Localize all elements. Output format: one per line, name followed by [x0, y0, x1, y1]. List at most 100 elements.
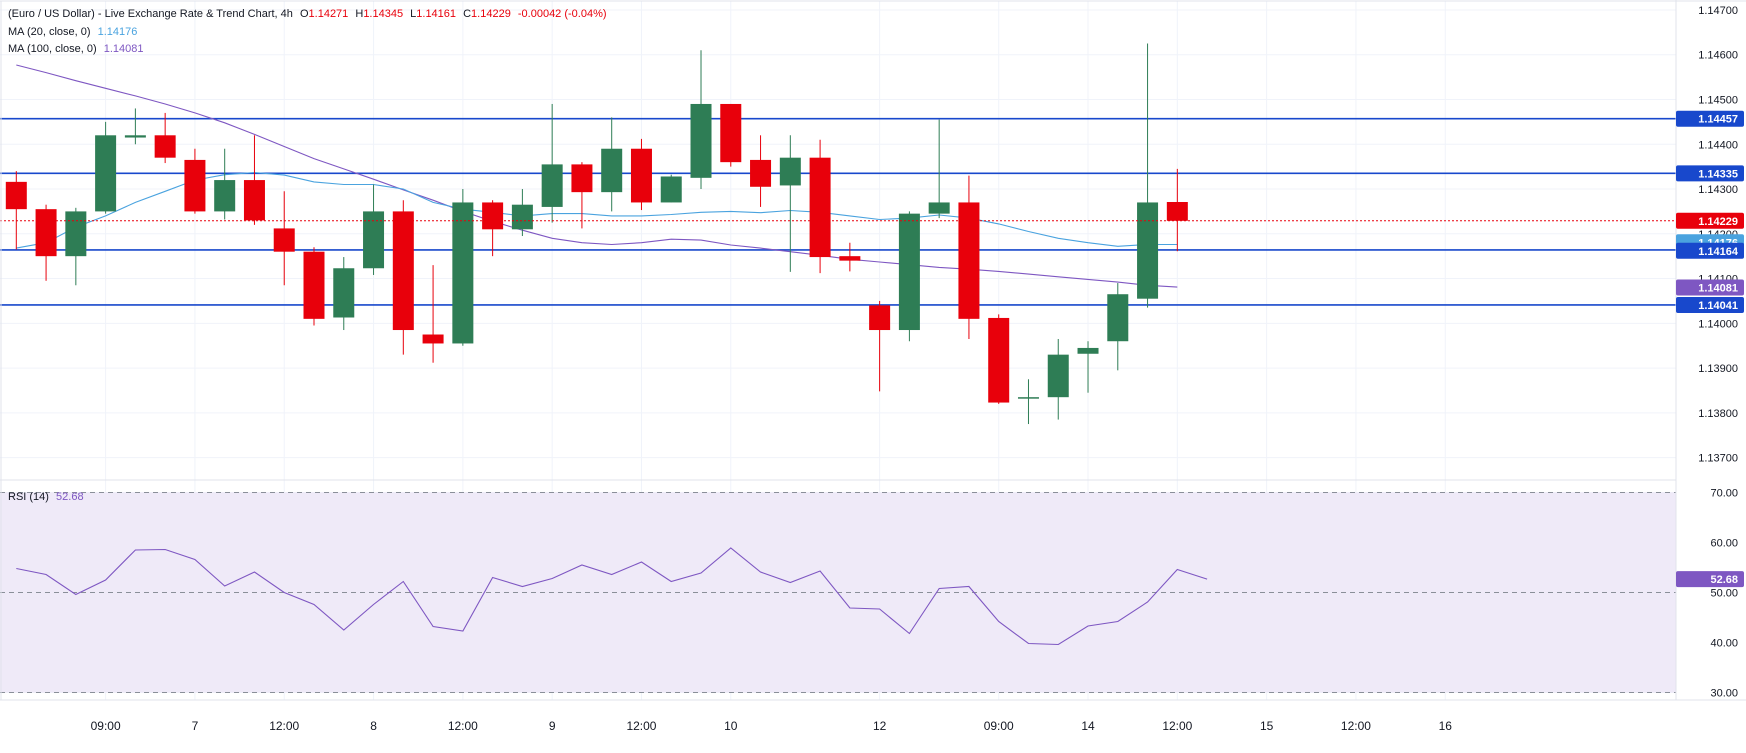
candle-body [898, 213, 920, 331]
price-tick-label: 1.14400 [1698, 139, 1738, 151]
candle-body [1107, 294, 1129, 342]
candle[interactable] [35, 204, 57, 281]
candle[interactable] [392, 200, 414, 355]
rsi-tick-label: 50.00 [1710, 588, 1738, 600]
candle[interactable] [243, 135, 265, 225]
level-tag-bg [1676, 242, 1744, 259]
candle-body [750, 159, 772, 187]
candle[interactable] [779, 135, 801, 272]
moving-averages [16, 64, 1178, 288]
price-tick-label: 1.14000 [1698, 318, 1738, 330]
price-tick-label: 1.14700 [1698, 5, 1738, 17]
time-tick-label: 09:00 [91, 719, 121, 733]
candle-body [630, 148, 652, 203]
candle-body [988, 317, 1010, 403]
candle-body [720, 103, 742, 163]
candle[interactable] [124, 108, 146, 145]
candle[interactable] [154, 112, 176, 164]
candle[interactable] [333, 257, 355, 331]
candle[interactable] [839, 242, 861, 272]
candle-body [1017, 397, 1039, 399]
candle-body [65, 211, 87, 257]
time-tick-label: 12 [873, 719, 887, 733]
candle[interactable] [273, 191, 295, 286]
time-tick-label: 09:00 [984, 719, 1014, 733]
time-tick-label: 12:00 [1162, 719, 1192, 733]
candle-body [839, 256, 861, 261]
candle[interactable] [363, 184, 385, 275]
candle[interactable] [690, 50, 712, 190]
symbol-legend[interactable]: (Euro / US Dollar) - Live Exchange Rate … [8, 8, 611, 20]
price-tick-label: 1.14300 [1698, 184, 1738, 196]
candle[interactable] [601, 117, 623, 212]
candle[interactable] [1166, 168, 1188, 252]
candle[interactable] [214, 148, 236, 220]
price-tick-label: 1.13700 [1698, 453, 1738, 465]
time-tick-label: 12:00 [448, 719, 478, 733]
candle-body [273, 228, 295, 252]
candle[interactable] [630, 138, 652, 211]
candle-body [95, 135, 117, 212]
rsi-legend[interactable]: RSI (14) 52.68 [8, 491, 88, 503]
candle-body [154, 135, 176, 158]
ma20-value: 1.14176 [97, 26, 138, 38]
candle[interactable] [541, 103, 563, 223]
candle[interactable] [958, 175, 980, 339]
time-tick-label: 12:00 [626, 719, 656, 733]
candle[interactable] [422, 265, 444, 363]
candle[interactable] [1017, 379, 1039, 425]
candle[interactable] [750, 135, 772, 207]
candle-body [958, 202, 980, 319]
level-tag: 1.14335 [1698, 168, 1738, 180]
level-tag-bg [1676, 165, 1744, 182]
candle[interactable] [1047, 338, 1069, 420]
candle[interactable] [65, 207, 87, 286]
ma20-legend[interactable]: MA (20, close, 0) 1.14176 [8, 26, 141, 38]
ma100-legend[interactable]: MA (100, close, 0) 1.14081 [8, 43, 147, 55]
candle[interactable] [1107, 283, 1129, 371]
candle[interactable] [1077, 341, 1099, 393]
candle-body [660, 176, 682, 203]
candle-body [35, 209, 57, 257]
rsi-axis[interactable]: 70.00 60.00 50.00 40.00 30.00 [1710, 488, 1738, 700]
candle-body [779, 157, 801, 186]
candle-body [363, 211, 385, 269]
candle[interactable] [95, 121, 117, 214]
candle[interactable] [809, 139, 831, 274]
close-value: C1.14229 [463, 8, 511, 20]
candle-body [690, 103, 712, 178]
candle[interactable] [720, 103, 742, 167]
time-tick-label: 15 [1260, 719, 1274, 733]
price-tags: 1.144571.143351.142291.141761.141641.140… [1676, 110, 1744, 588]
price-tick-label: 1.14500 [1698, 94, 1738, 106]
candle[interactable] [988, 314, 1010, 404]
candle[interactable] [184, 148, 206, 214]
candle[interactable] [928, 119, 950, 219]
candle-body [1047, 354, 1069, 398]
candles[interactable] [5, 43, 1188, 425]
level-tag: 1.14457 [1698, 114, 1738, 126]
price-tick-label: 1.13900 [1698, 363, 1738, 375]
time-axis[interactable]: 09:00 7 12:00 8 12:00 9 12:00 10 12 09:00 14 12:00 1… [91, 719, 1453, 733]
level-tag: 1.14164 [1698, 246, 1739, 258]
candle-body [1137, 202, 1159, 299]
candle[interactable] [571, 162, 593, 229]
candle-body [928, 202, 950, 214]
candle[interactable] [869, 300, 891, 392]
level-tag: 1.14041 [1698, 300, 1738, 312]
candle-body [1077, 347, 1099, 354]
candle-body [243, 180, 265, 221]
candle[interactable] [898, 211, 920, 342]
candle[interactable] [660, 174, 682, 203]
candle[interactable] [5, 171, 27, 250]
price-axis[interactable]: 1.14700 1.14600 1.14500 1.14400 1.14300 1.142… [1698, 5, 1738, 465]
candle[interactable] [1137, 43, 1159, 308]
candle[interactable] [452, 189, 474, 346]
ma100-line [16, 64, 1178, 288]
symbol-title[interactable]: (Euro / US Dollar) - Live Exchange Rate … [8, 8, 293, 20]
candle[interactable] [303, 247, 325, 326]
change-value: -0.00042 (-0.04%) [517, 8, 607, 20]
candle[interactable] [511, 189, 533, 237]
candle[interactable] [482, 200, 504, 257]
